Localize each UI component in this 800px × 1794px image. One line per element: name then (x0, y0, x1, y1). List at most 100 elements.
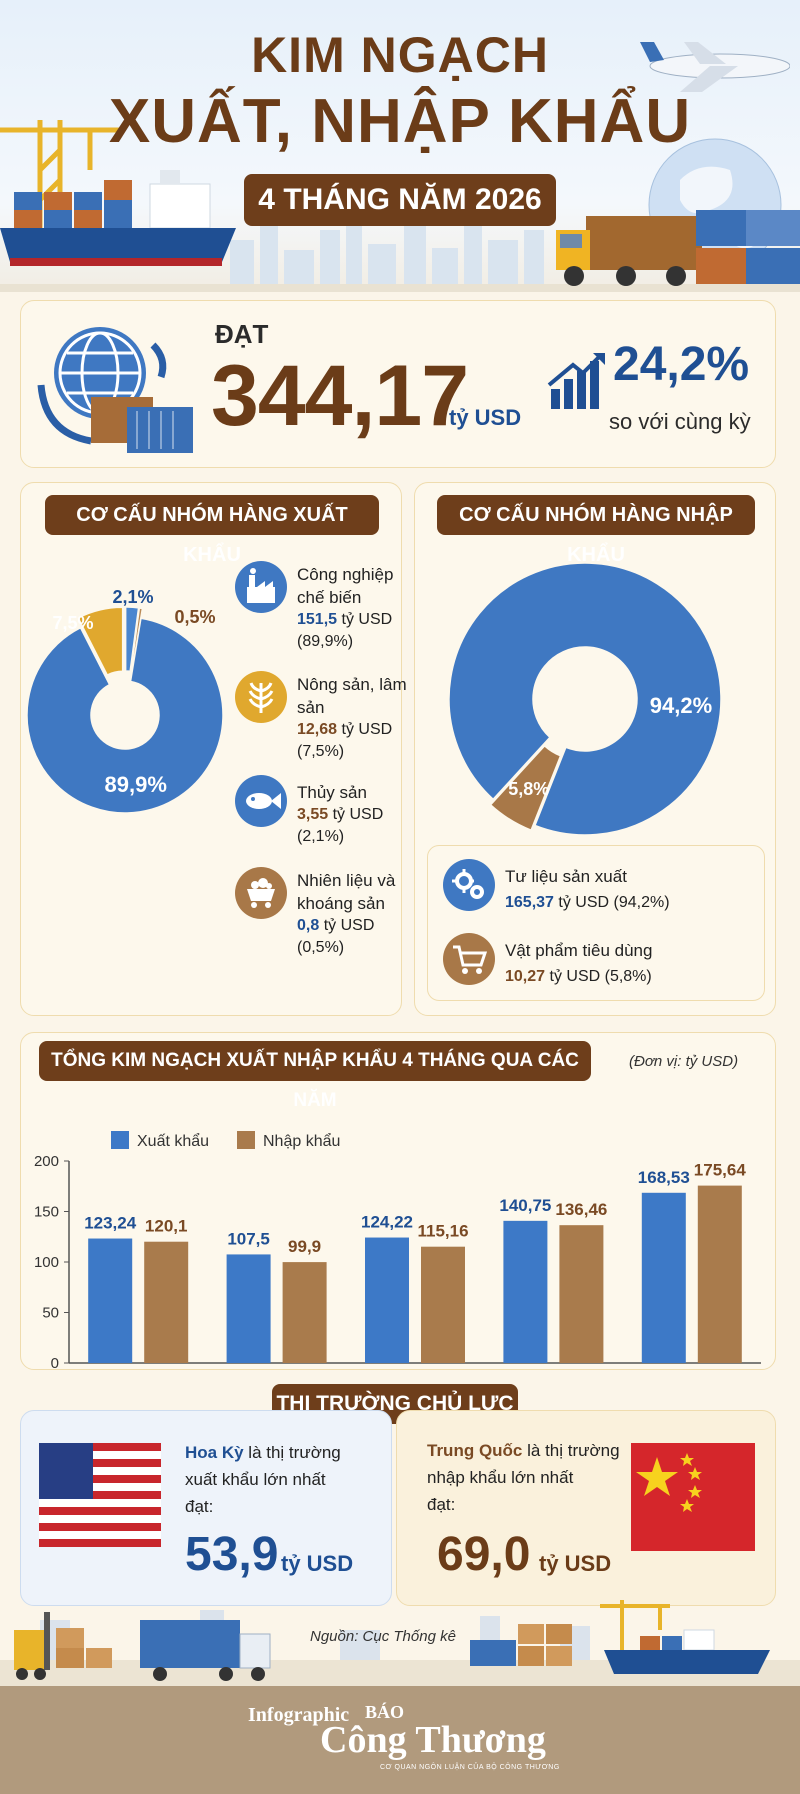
growth-label: so với cùng kỳ (609, 409, 751, 434)
export-legend-item: Thủy sản 3,55 tỷ USD (2,1%) (297, 781, 407, 848)
truck-illustration (556, 216, 702, 286)
bar (421, 1246, 465, 1363)
usa-value: 53,9 (185, 1528, 279, 1581)
china-country: Trung Quốc (427, 1441, 523, 1460)
bar-value-label: 99,9 (288, 1237, 321, 1256)
export-item-share: (89,9%) (297, 633, 354, 650)
cargo-ship-illustration (0, 170, 236, 266)
export-item-value: 0,8 tỷ USD (297, 917, 375, 934)
bar-value-label: 168,53 (638, 1168, 690, 1187)
export-slice-label: 7,5% (52, 613, 93, 633)
bar-value-label: 115,16 (417, 1222, 468, 1241)
export-slice-label: 89,9% (105, 772, 167, 797)
bar (365, 1237, 409, 1363)
bar (697, 1185, 742, 1363)
bar (559, 1225, 604, 1363)
usa-description: Hoa Kỳ là thị trường xuất khẩu lớn nhất … (185, 1443, 341, 1516)
growth-value: 24,2% (613, 338, 750, 391)
import-slice (489, 744, 562, 832)
import-donut-chart: 94,2% 5,8% (448, 562, 722, 836)
export-item-name: Nhiên liệu và khoáng sản (297, 871, 396, 913)
reached-label: ĐẠT (215, 319, 269, 349)
bar-value-label: 124,22 (361, 1213, 413, 1232)
export-slice (124, 606, 140, 673)
export-slice-label: 0,5% (174, 607, 215, 627)
title-line-2: XUẤT, NHẬP KHẨU (108, 87, 692, 156)
import-structure-title: CƠ CẤU NHÓM HÀNG NHẬP KHẨU (437, 495, 755, 566)
legend-label: Nhập khẩu (263, 1132, 340, 1150)
import-legend-item: Vật phẩm tiêu dùng 10,27 tỷ USD (5,8%) (505, 939, 652, 988)
bar-value-label: 136,46 (555, 1200, 607, 1219)
import-legend-item: Tư liệu sản xuất 165,37 tỷ USD (94,2%) (505, 865, 670, 914)
logistics-illustration (0, 1600, 800, 1688)
bar (641, 1192, 686, 1363)
export-slice-label: 2,1% (112, 587, 153, 607)
export-structure-title: CƠ CẤU NHÓM HÀNG XUẤT KHẨU (45, 495, 379, 566)
x-tick-label: 2022 (119, 1370, 157, 1371)
globe-containers-icon (37, 327, 193, 453)
bar (503, 1220, 548, 1363)
containers-illustration (696, 210, 800, 284)
export-item-name: Công nghiệp chế biến (297, 565, 394, 607)
china-flag-icon (631, 1443, 755, 1551)
x-tick-label: 2025 (534, 1370, 572, 1371)
y-tick-label: 200 (34, 1153, 59, 1170)
export-item-value: 12,68 tỷ USD (297, 721, 393, 738)
x-tick-label: 2026 (673, 1370, 711, 1371)
legend-swatch (111, 1131, 129, 1149)
export-item-name: Thủy sản (297, 783, 367, 802)
y-tick-label: 150 (34, 1204, 59, 1221)
footer-infographic: Infographic (248, 1704, 350, 1726)
export-donut-chart: 7,5% 2,1% 0,5% 89,9% (26, 587, 224, 814)
bar-value-label: 123,24 (84, 1214, 137, 1233)
mine-cart-icon (235, 867, 287, 919)
total-value: 344,17 (211, 348, 469, 444)
import-item-value: 10,27 tỷ USD (5,8%) (505, 968, 652, 985)
y-tick-label: 50 (42, 1305, 59, 1322)
footer-tagline: CƠ QUAN NGÔN LUẬN CỦA BỘ CÔNG THƯƠNG (380, 1764, 560, 1771)
source-note: Nguồn: Cục Thống kê (310, 1628, 456, 1645)
growth-chart-icon (547, 353, 605, 409)
export-slice (77, 606, 124, 676)
header-banner: KIM NGẠCH XUẤT, NHẬP KHẨU 4 THÁNG NĂM 20… (0, 0, 800, 292)
export-item-share: (7,5%) (297, 743, 345, 760)
city-skyline-illustration (0, 210, 800, 292)
export-item-share: (0,5%) (297, 939, 345, 956)
bar (226, 1254, 271, 1363)
bar (144, 1241, 189, 1363)
export-item-value: 151,5 tỷ USD (297, 611, 393, 628)
shopping-cart-icon (443, 933, 495, 985)
bar-value-label: 175,64 (694, 1161, 747, 1180)
period-badge: 4 THÁNG NĂM 2026 (244, 174, 556, 226)
total-unit: tỷ USD (449, 405, 522, 430)
y-tick-label: 0 (51, 1355, 59, 1371)
export-item-share: (2,1%) (297, 828, 345, 845)
export-legend-item: Nhiên liệu và khoáng sản 0,8 tỷ USD (0,5… (297, 869, 407, 959)
import-slice-label: 94,2% (650, 693, 712, 718)
legend-swatch (237, 1131, 255, 1149)
trade-bar-chart: 0 50 100 150 200 Xuất khẩu Nhập khẩu 123,24 120,… (34, 1131, 761, 1371)
footer: Infographic BÁO Công Thương CƠ QUAN NGÔN… (0, 1686, 800, 1794)
trade-chart-title: TỔNG KIM NGẠCH XUẤT NHẬP KHẨU 4 THÁNG QU… (39, 1041, 591, 1111)
china-description: Trung Quốc là thị trường nhập khẩu lớn n… (427, 1441, 620, 1514)
industry-icon (235, 561, 287, 613)
usa-flag-icon (39, 1443, 161, 1547)
bar-value-label: 107,5 (227, 1229, 270, 1248)
usa-unit: tỷ USD (281, 1551, 354, 1576)
import-item-value: 165,37 tỷ USD (94,2%) (505, 894, 670, 911)
footer-brand-logo: Công Thương (320, 1719, 546, 1761)
trade-chart-card: TỔNG KIM NGẠCH XUẤT NHẬP KHẨU 4 THÁNG QU… (20, 1032, 776, 1371)
bar-value-label: 120,1 (145, 1217, 188, 1236)
summary-card: ĐẠT 344,17 tỷ USD 24,2% so với cùng kỳ (20, 300, 776, 468)
wheat-icon (235, 671, 287, 723)
usa-country: Hoa Kỳ (185, 1443, 244, 1462)
title-line-1: KIM NGẠCH (251, 27, 549, 83)
fish-icon (235, 775, 287, 827)
airplane-illustration (640, 42, 790, 92)
unit-note: (Đơn vị: tỷ USD) (629, 1053, 739, 1070)
y-tick-label: 100 (34, 1254, 59, 1271)
export-structure-card: CƠ CẤU NHÓM HÀNG XUẤT KHẨU 7,5% 2,1% 0,5% 8… (20, 482, 407, 1016)
legend-label: Xuất khẩu (137, 1132, 209, 1150)
footer-bao: BÁO (365, 1702, 405, 1722)
export-item-value: 3,55 tỷ USD (297, 806, 384, 823)
